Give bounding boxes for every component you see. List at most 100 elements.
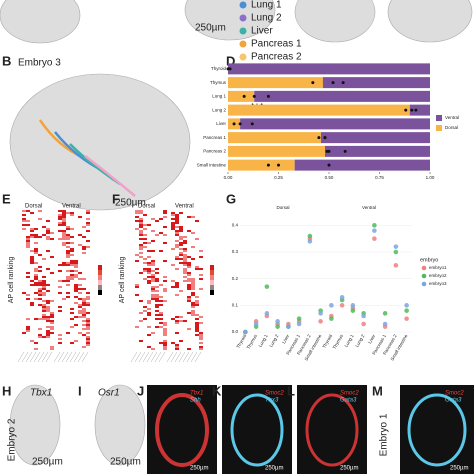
heat-cell: [30, 258, 34, 260]
heat-cell: [78, 284, 82, 286]
heat-cell: [42, 316, 46, 318]
heat-cell: [34, 298, 38, 300]
heat-cell: [78, 216, 82, 218]
heat-tick: [41, 351, 49, 363]
heat-cell: [62, 234, 66, 236]
tissue: [0, 0, 81, 44]
heat-cell: [86, 224, 90, 226]
heat-cell: [163, 334, 167, 336]
heat-cell: [66, 228, 70, 230]
heat-cell: [86, 322, 90, 324]
heat-cell: [199, 342, 203, 344]
heat-cell: [151, 276, 155, 278]
heat-cell: [38, 334, 42, 336]
heat-tick: [130, 351, 138, 363]
heat-cell: [58, 214, 62, 216]
heat-cell: [187, 272, 191, 274]
heat-cell: [66, 280, 70, 282]
heat-cell: [42, 336, 46, 338]
heat-cell: [22, 220, 26, 222]
scale-bar: 250µm: [340, 466, 358, 472]
heat-cell: [42, 280, 46, 282]
heat-cell: [46, 306, 50, 308]
heat-cell: [147, 264, 151, 266]
point: [318, 311, 323, 316]
heat-cell: [82, 316, 86, 318]
heat-cell: [199, 332, 203, 334]
heat-cell: [191, 284, 195, 286]
legend-marker: [421, 273, 427, 279]
heat-cell: [26, 298, 30, 300]
heat-cell: [191, 278, 195, 280]
heat-cell: [135, 212, 139, 214]
dot: [242, 94, 246, 98]
heat-cell: [86, 328, 90, 330]
heat-tick: [150, 351, 158, 363]
heat-cell: [175, 344, 179, 346]
heat-cell: [82, 252, 86, 254]
heat-cell: [38, 210, 42, 212]
heat-cell: [66, 256, 70, 258]
heat-cell: [151, 296, 155, 298]
heat-cell: [82, 288, 86, 290]
heat-cell: [46, 228, 50, 230]
heat-cell: [86, 320, 90, 322]
heat-cell: [147, 308, 151, 310]
heat-cell: [86, 336, 90, 338]
heat-cell: [42, 308, 46, 310]
heat-cell: [26, 276, 30, 278]
y-tick-label: Lung 1: [212, 94, 226, 99]
point: [372, 228, 377, 233]
bar: [320, 132, 430, 144]
legend-label: Lung 2: [251, 13, 282, 24]
heat-cell: [191, 306, 195, 308]
x-tick-label: Lung 1: [258, 333, 269, 348]
heat-cell: [199, 322, 203, 324]
heat-cell: [78, 272, 82, 274]
heat-cell: [139, 238, 143, 240]
label: Dorsal: [25, 204, 42, 210]
legend-label: embryo1: [429, 265, 447, 270]
heat-cell: [143, 318, 147, 320]
heat-cell: [46, 330, 50, 332]
heat-cell: [155, 220, 159, 222]
heat-cell: [195, 334, 199, 336]
x-tick-label: Thymus: [332, 333, 345, 350]
heat-cell: [46, 230, 50, 232]
heat-cell: [58, 310, 62, 312]
heat-cell: [179, 238, 183, 240]
heat-cell: [62, 236, 66, 238]
heat-cell: [159, 218, 163, 220]
heat-cell: [78, 332, 82, 334]
heat-cell: [70, 254, 74, 256]
heat-cell: [163, 242, 167, 244]
heat-tick: [142, 351, 150, 363]
heat-cell: [58, 286, 62, 288]
point: [372, 223, 377, 228]
point: [361, 313, 366, 319]
dot: [238, 122, 242, 126]
heat-cell: [163, 300, 167, 302]
heat-cell: [74, 270, 78, 272]
heat-cell: [183, 248, 187, 250]
heat-cell: [70, 278, 74, 280]
y-tick-label: Small intestine: [197, 162, 227, 167]
heat-cell: [195, 326, 199, 328]
heat-cell: [62, 230, 66, 232]
heat-cell: [171, 228, 175, 230]
heat-cell: [26, 238, 30, 240]
heat-cell: [66, 250, 70, 252]
heat-cell: [151, 264, 155, 266]
heat-cell: [26, 220, 30, 222]
heat-tick: [57, 351, 65, 363]
heat-cell: [195, 296, 199, 298]
dot: [410, 108, 414, 112]
heat-tick: [190, 351, 198, 363]
heat-cell: [66, 234, 70, 236]
heat-cell: [147, 256, 151, 258]
heat-cell: [66, 246, 70, 248]
heat-cell: [171, 226, 175, 228]
heat-cell: [42, 310, 46, 312]
dot: [323, 136, 327, 140]
heat-cell: [199, 256, 203, 258]
